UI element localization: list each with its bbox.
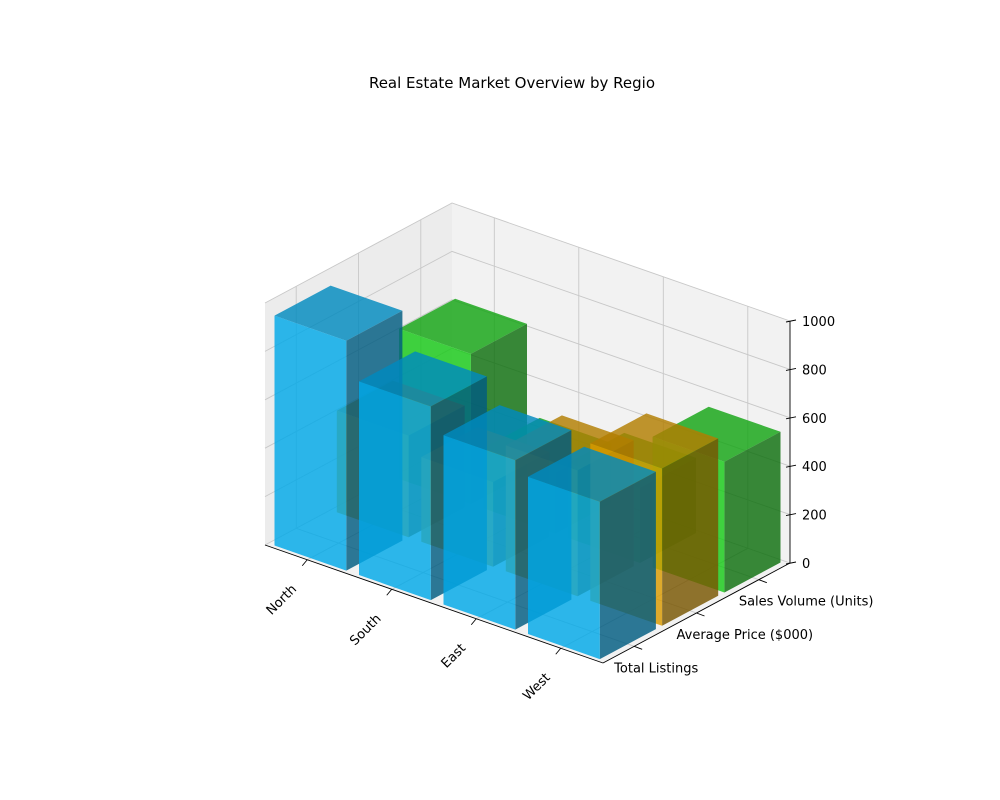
bar-top-face (652, 406, 781, 462)
z-tick-mark (785, 319, 797, 323)
z-grid-line (264, 202, 791, 322)
z-tick-mark (785, 367, 797, 371)
z-tick-mark (785, 416, 797, 420)
bar-top-face (528, 446, 656, 502)
x-tick-label: South (347, 612, 384, 649)
y-tick-label: Total Listings (613, 661, 698, 676)
x-tick-label: West (520, 671, 553, 704)
bar-front-face (443, 435, 516, 630)
z-tick-label: 1000 (802, 315, 835, 330)
x-tick-label: North (264, 582, 300, 618)
y-tick-label: Sales Volume (Units) (739, 595, 874, 610)
bar-side-face (724, 431, 781, 593)
bar-top-face (399, 298, 527, 354)
bar-side-face (662, 438, 719, 626)
x-tick-mark (301, 559, 308, 567)
z-tick-label: 200 (802, 509, 827, 524)
bar-top-face (590, 413, 719, 469)
bar-top-face (359, 351, 487, 407)
z-tick-label: 0 (802, 557, 810, 572)
z-tick-mark (785, 561, 797, 565)
bar-front-face (359, 381, 431, 601)
axis-lines (264, 319, 797, 664)
chart-title: Real Estate Market Overview by Regio (369, 74, 655, 92)
z-tick-mark (785, 513, 797, 517)
bar (528, 446, 656, 660)
x-axis-line (264, 544, 604, 664)
y-tick-label: Average Price ($000) (677, 628, 814, 643)
y-tick-mark (758, 579, 767, 584)
x-tick-label: East (439, 641, 469, 671)
bars-group (274, 285, 781, 660)
bar-top-face (274, 285, 403, 341)
z-tick-label: 800 (802, 363, 827, 378)
x-tick-mark (555, 647, 562, 655)
z-tick-label: 600 (802, 412, 827, 427)
bar-front-face (528, 476, 600, 660)
z-tick-mark (785, 464, 797, 468)
bar-front-face (274, 315, 347, 571)
z-tick-label: 400 (802, 460, 827, 475)
y-tick-mark (696, 612, 705, 617)
x-tick-mark (470, 618, 477, 626)
bar-side-face (599, 471, 656, 660)
y-tick-mark (634, 645, 643, 650)
x-tick-mark (386, 588, 393, 596)
bar-top-face (443, 405, 572, 461)
